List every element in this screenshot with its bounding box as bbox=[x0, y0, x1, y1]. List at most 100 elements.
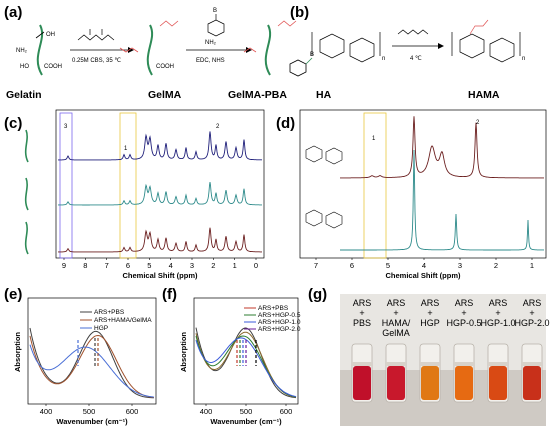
svg-text:OH: OH bbox=[46, 32, 55, 38]
highlight-d-1 bbox=[363, 112, 387, 259]
sample-ha: HA bbox=[316, 89, 332, 101]
plot-c-xticks: 9 8 7 6 5 4 3 2 1 0 bbox=[62, 258, 258, 270]
tube-band bbox=[352, 362, 372, 366]
panel-b-label: (b) bbox=[290, 4, 309, 21]
uv-e-curves bbox=[29, 327, 155, 399]
sample-gelma-pba: GelMA-PBA bbox=[228, 89, 287, 101]
legend-e-0: ARS+PBS bbox=[94, 309, 125, 316]
tube-label: ARS bbox=[353, 298, 372, 308]
plot-f-tick: 500 bbox=[240, 407, 253, 416]
conditions-2: EDC, NHS bbox=[196, 58, 225, 64]
highlight-c-3 bbox=[59, 112, 73, 259]
plot-e-frame bbox=[27, 297, 157, 405]
nmr-d-structures bbox=[305, 145, 343, 229]
svg-text:NH₂: NH₂ bbox=[205, 40, 217, 46]
tube-label: ARS bbox=[489, 298, 508, 308]
tube-6: ARS+HGP-2.0 bbox=[514, 298, 550, 403]
gelma-structure bbox=[119, 20, 179, 76]
plot-d-tick: 3 bbox=[458, 261, 462, 270]
panel-e-label: (e) bbox=[4, 286, 22, 303]
tube-liquid bbox=[353, 366, 371, 400]
peak-d-1: 1 bbox=[372, 136, 376, 142]
svg-text:COOH: COOH bbox=[44, 64, 62, 70]
legend-e-1: ARS+HAMA/GelMA bbox=[94, 317, 152, 324]
tube-label: ARS bbox=[421, 298, 440, 308]
plot-d-tick: 7 bbox=[314, 261, 318, 270]
arrow-1 bbox=[70, 47, 134, 53]
plot-c-tick: 1 bbox=[233, 261, 237, 270]
tube-label: HGP bbox=[420, 318, 440, 328]
panel-f-label: (f) bbox=[162, 286, 177, 303]
tube-label: ARS bbox=[387, 298, 406, 308]
tube-band bbox=[386, 362, 406, 366]
tube-label: + bbox=[427, 308, 432, 318]
tube-label: + bbox=[495, 308, 500, 318]
tube-label: HGP-0.5 bbox=[446, 318, 481, 328]
plot-d-xticks: 7 6 5 4 3 2 1 bbox=[314, 258, 534, 270]
peak-c-3: 3 bbox=[64, 124, 68, 130]
svg-text:n: n bbox=[382, 56, 385, 62]
plot-c-frame bbox=[55, 109, 265, 259]
peak-d-2: 2 bbox=[476, 120, 480, 126]
plot-c-tick: 7 bbox=[105, 261, 109, 270]
plot-c-tick: 4 bbox=[169, 261, 173, 270]
plot-d-tick: 5 bbox=[386, 261, 390, 270]
panel-c-label: (c) bbox=[4, 115, 22, 132]
plot-c-xlabel: Chemical Shift (ppm) bbox=[122, 271, 198, 280]
tube-band bbox=[454, 362, 474, 366]
plot-c-tick: 0 bbox=[254, 261, 258, 270]
nmr-c-structures bbox=[24, 129, 29, 255]
sample-gelatin: Gelatin bbox=[6, 89, 42, 101]
svg-text:n: n bbox=[522, 56, 525, 62]
uv-e-markers bbox=[77, 338, 99, 366]
photo-bench bbox=[340, 370, 546, 426]
tube-liquid bbox=[421, 366, 439, 400]
tube-label: HGP-2.0 bbox=[514, 318, 549, 328]
plot-d-xlabel: Chemical Shift (ppm) bbox=[385, 271, 461, 280]
tube-label: + bbox=[529, 308, 534, 318]
tube-liquid bbox=[387, 366, 405, 400]
plot-e-tick: 500 bbox=[83, 407, 96, 416]
svg-text:NH₂: NH₂ bbox=[16, 48, 28, 54]
plot-c-tick: 3 bbox=[190, 261, 194, 270]
plot-f-xticks: 400 500 600 bbox=[200, 404, 292, 416]
plot-c-tick: 5 bbox=[147, 261, 151, 270]
plot-e-xticks: 400 500 600 bbox=[40, 404, 138, 416]
pba-reagent bbox=[207, 14, 225, 37]
plot-d-tick: 1 bbox=[530, 261, 534, 270]
plot-e-xlabel: Wavenumber (cm⁻¹) bbox=[56, 417, 128, 426]
peak-c-1: 1 bbox=[124, 146, 128, 152]
tube-label: GelMA bbox=[382, 328, 410, 338]
tube-5: ARS+HGP-1.0 bbox=[480, 298, 516, 403]
plot-d-tick: 4 bbox=[422, 261, 426, 270]
methacrylic-anhydride-1 bbox=[77, 29, 115, 41]
legend-e: ARS+PBS ARS+HAMA/GelMA HGP bbox=[80, 309, 152, 332]
legend-f-1: ARS+HGP-0.5 bbox=[258, 312, 301, 319]
sample-gelma: GelMA bbox=[148, 89, 182, 101]
legend-f-3: ARS+HGP-2.0 bbox=[258, 326, 301, 333]
arrow-2 bbox=[186, 47, 252, 53]
tube-label: + bbox=[461, 308, 466, 318]
panel-g-label: (g) bbox=[308, 286, 327, 303]
tube-label: ARS bbox=[455, 298, 474, 308]
plot-d-tick: 2 bbox=[494, 261, 498, 270]
panel-a-label: (a) bbox=[4, 4, 22, 21]
plot-d-frame bbox=[299, 109, 547, 259]
arrow-b bbox=[392, 43, 444, 49]
tube-band bbox=[488, 362, 508, 366]
tube-3: ARS+HGP bbox=[419, 298, 441, 403]
tube-label: PBS bbox=[353, 318, 371, 328]
plot-c-tick: 9 bbox=[62, 261, 66, 270]
svg-text:HO: HO bbox=[20, 64, 29, 70]
tube-label: + bbox=[359, 308, 364, 318]
plot-e-tick: 400 bbox=[40, 407, 53, 416]
legend-e-2: HGP bbox=[94, 325, 108, 332]
tube-liquid bbox=[455, 366, 473, 400]
conditions-1: 0.25M CBS, 35 ℃ bbox=[72, 58, 121, 64]
plot-c-tick: 8 bbox=[83, 261, 87, 270]
panel-d-label: (d) bbox=[276, 115, 295, 132]
tube-label: HAMA/ bbox=[382, 318, 411, 328]
svg-text:COOH: COOH bbox=[156, 64, 174, 70]
tube-liquid bbox=[489, 366, 507, 400]
tube-row: ARS+PBSARS+HAMA/GelMAARS+HGPARS+HGP-0.5A… bbox=[351, 298, 550, 403]
